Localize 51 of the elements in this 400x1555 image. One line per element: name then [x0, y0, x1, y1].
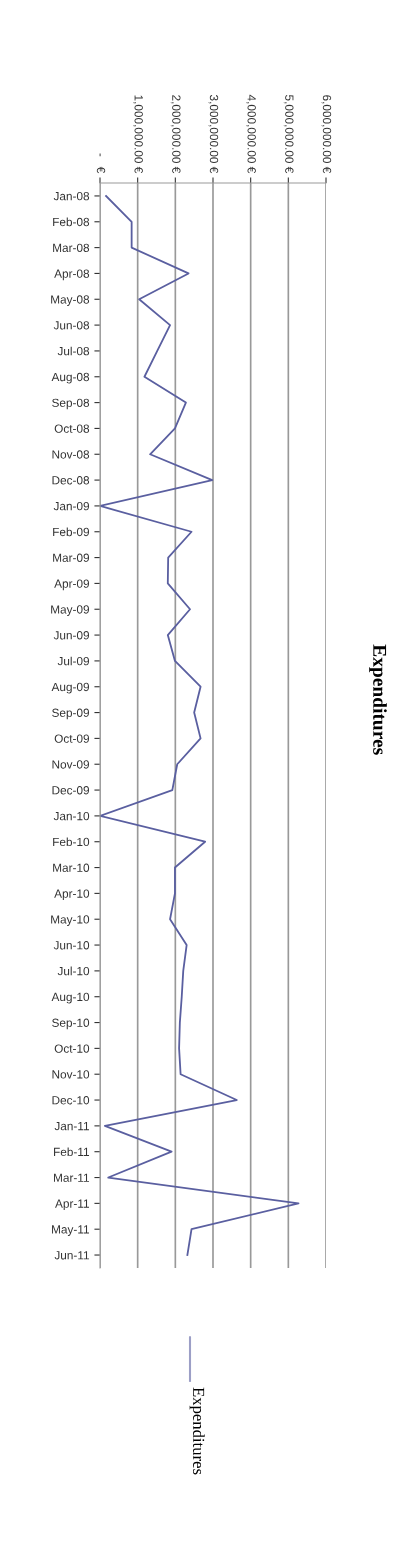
y-tick-label: May-11 — [52, 1225, 90, 1236]
y-tick-label: Jan-10 — [53, 811, 90, 821]
y-tick-label: Mar-08 — [53, 243, 90, 252]
y-tick-label: Dec-08 — [52, 476, 90, 485]
y-tick-label: Mar-09 — [53, 553, 90, 562]
y-tick-label: Aug-08 — [51, 372, 90, 384]
text: Expenditures — [369, 644, 387, 755]
y-tick-label: Mar-11 — [54, 1173, 90, 1182]
x-tick-label: 5,000,000.00 € — [283, 95, 294, 174]
y-tick-label: Nov-10 — [52, 1070, 90, 1079]
y-tick-label: Sep-08 — [52, 398, 90, 410]
y-tick-label: Sep-10 — [52, 1018, 90, 1030]
y-tick-label: Jan-08 — [53, 191, 90, 201]
text: Expenditures — [189, 1387, 205, 1475]
y-tick-label: Feb-11 — [54, 1147, 90, 1157]
y-tick-label: Aug-10 — [51, 992, 90, 1004]
y-tick-label: Sep-09 — [52, 708, 90, 720]
y-tick-label: Nov-08 — [52, 450, 90, 459]
y-tick-label: Jul-10 — [57, 966, 90, 976]
y-tick-label: Jul-09 — [57, 656, 90, 666]
y-tick-label: May-08 — [51, 295, 90, 306]
y-tick-label: Jul-08 — [57, 346, 90, 356]
y-tick-label: Jun-10 — [53, 941, 90, 950]
y-tick-label: Feb-10 — [53, 837, 90, 847]
y-tick-label: Oct-08 — [54, 424, 90, 433]
x-tick-label: 6,000,000.00 € — [321, 95, 332, 174]
x-tick-label: 4,000,000.00 € — [246, 94, 256, 174]
y-tick-label: Nov-09 — [52, 760, 90, 769]
y-tick-label: Oct-09 — [54, 734, 90, 743]
y-tick-label: Oct-10 — [54, 1044, 90, 1053]
y-tick-label: Apr-09 — [54, 579, 90, 591]
y-tick-label: Jan-09 — [53, 501, 90, 511]
y-tick-label: Dec-09 — [52, 786, 90, 795]
x-tick-label: 1,000,000.00 € — [133, 95, 143, 174]
y-tick-label: May-10 — [51, 915, 90, 926]
y-tick-label: Mar-10 — [53, 863, 90, 872]
y-tick-label: Jan-11 — [54, 1122, 90, 1131]
y-tick-label: Apr-11 — [55, 1199, 90, 1211]
y-tick-label: Apr-10 — [54, 889, 90, 901]
x-tick-label: - € — [96, 153, 106, 174]
y-tick-label: Feb-09 — [53, 527, 90, 537]
y-tick-label: Dec-10 — [52, 1096, 90, 1105]
x-tick-label: 3,000,000.00 € — [208, 94, 219, 174]
y-tick-label: Jun-09 — [53, 631, 90, 640]
y-tick-label: Aug-09 — [51, 682, 90, 694]
y-tick-label: Jun-08 — [53, 321, 90, 330]
x-tick-label: 2,000,000.00 € — [170, 95, 181, 174]
y-tick-label: May-09 — [51, 605, 90, 616]
y-tick-label: Apr-08 — [54, 269, 90, 281]
y-tick-label: Feb-08 — [53, 217, 90, 227]
y-tick-label: Jun-11 — [54, 1251, 90, 1260]
